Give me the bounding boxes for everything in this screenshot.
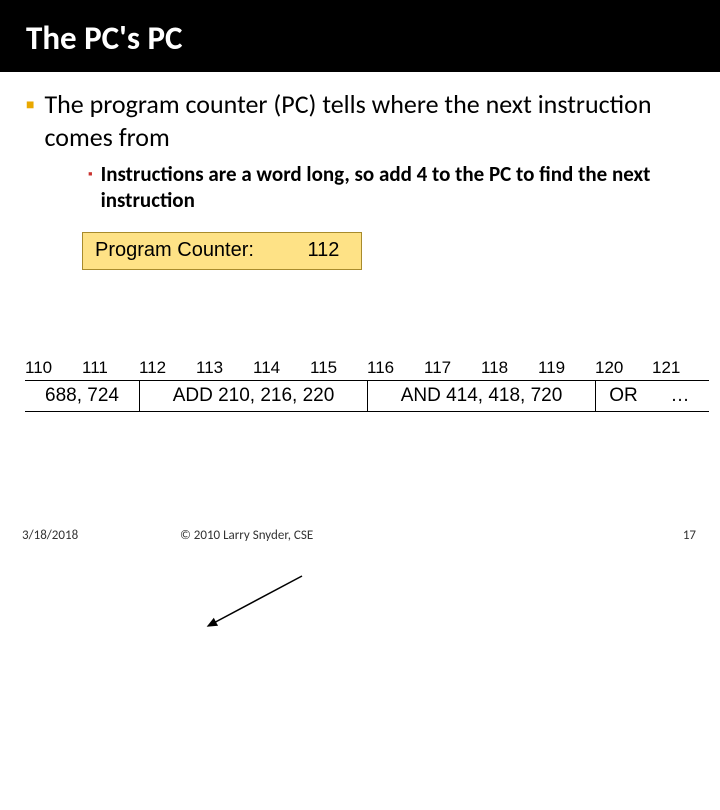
address-label: 113: [196, 358, 253, 378]
footer-date: 3/18/2018: [22, 528, 78, 543]
address-label: 111: [82, 358, 139, 378]
address-row: 110111112113114115116117118119120121: [25, 358, 709, 378]
address-label: 121: [652, 358, 709, 378]
address-label: 120: [595, 358, 652, 378]
program-counter-box: Program Counter: 112: [82, 232, 362, 270]
memory-cell: AND 414, 418, 720: [367, 381, 595, 411]
address-label: 116: [367, 358, 424, 378]
address-label: 118: [481, 358, 538, 378]
bullet-sub: ▪ Instructions are a word long, so add 4…: [88, 161, 694, 214]
bullet-main-marker: ■: [26, 98, 34, 112]
bullet-main: ■ The program counter (PC) tells where t…: [26, 88, 694, 153]
address-label: 119: [538, 358, 595, 378]
slide-content: ■ The program counter (PC) tells where t…: [0, 72, 720, 270]
memory-cell: …: [651, 381, 709, 411]
memory-cell: ADD 210, 216, 220: [139, 381, 367, 411]
bullet-sub-marker: ▪: [88, 168, 93, 181]
bullet-sub-text: Instructions are a word long, so add 4 t…: [101, 161, 694, 214]
pc-value: 112: [308, 239, 340, 261]
title-bar: The PC's PC: [0, 0, 720, 72]
address-label: 114: [253, 358, 310, 378]
address-label: 110: [25, 358, 82, 378]
address-label: 115: [310, 358, 367, 378]
address-label: 117: [424, 358, 481, 378]
memory-row: 688, 724ADD 210, 216, 220AND 414, 418, 7…: [25, 380, 709, 412]
pc-label: Program Counter:: [95, 239, 254, 261]
address-label: 112: [139, 358, 196, 378]
slide-title: The PC's PC: [26, 18, 694, 58]
memory-cell: OR: [595, 381, 651, 411]
memory-cell: 688, 724: [25, 381, 139, 411]
bullet-main-text: The program counter (PC) tells where the…: [44, 88, 694, 153]
footer-copyright: © 2010 Larry Snyder, CSE: [180, 528, 313, 543]
footer-page: 17: [683, 528, 696, 543]
